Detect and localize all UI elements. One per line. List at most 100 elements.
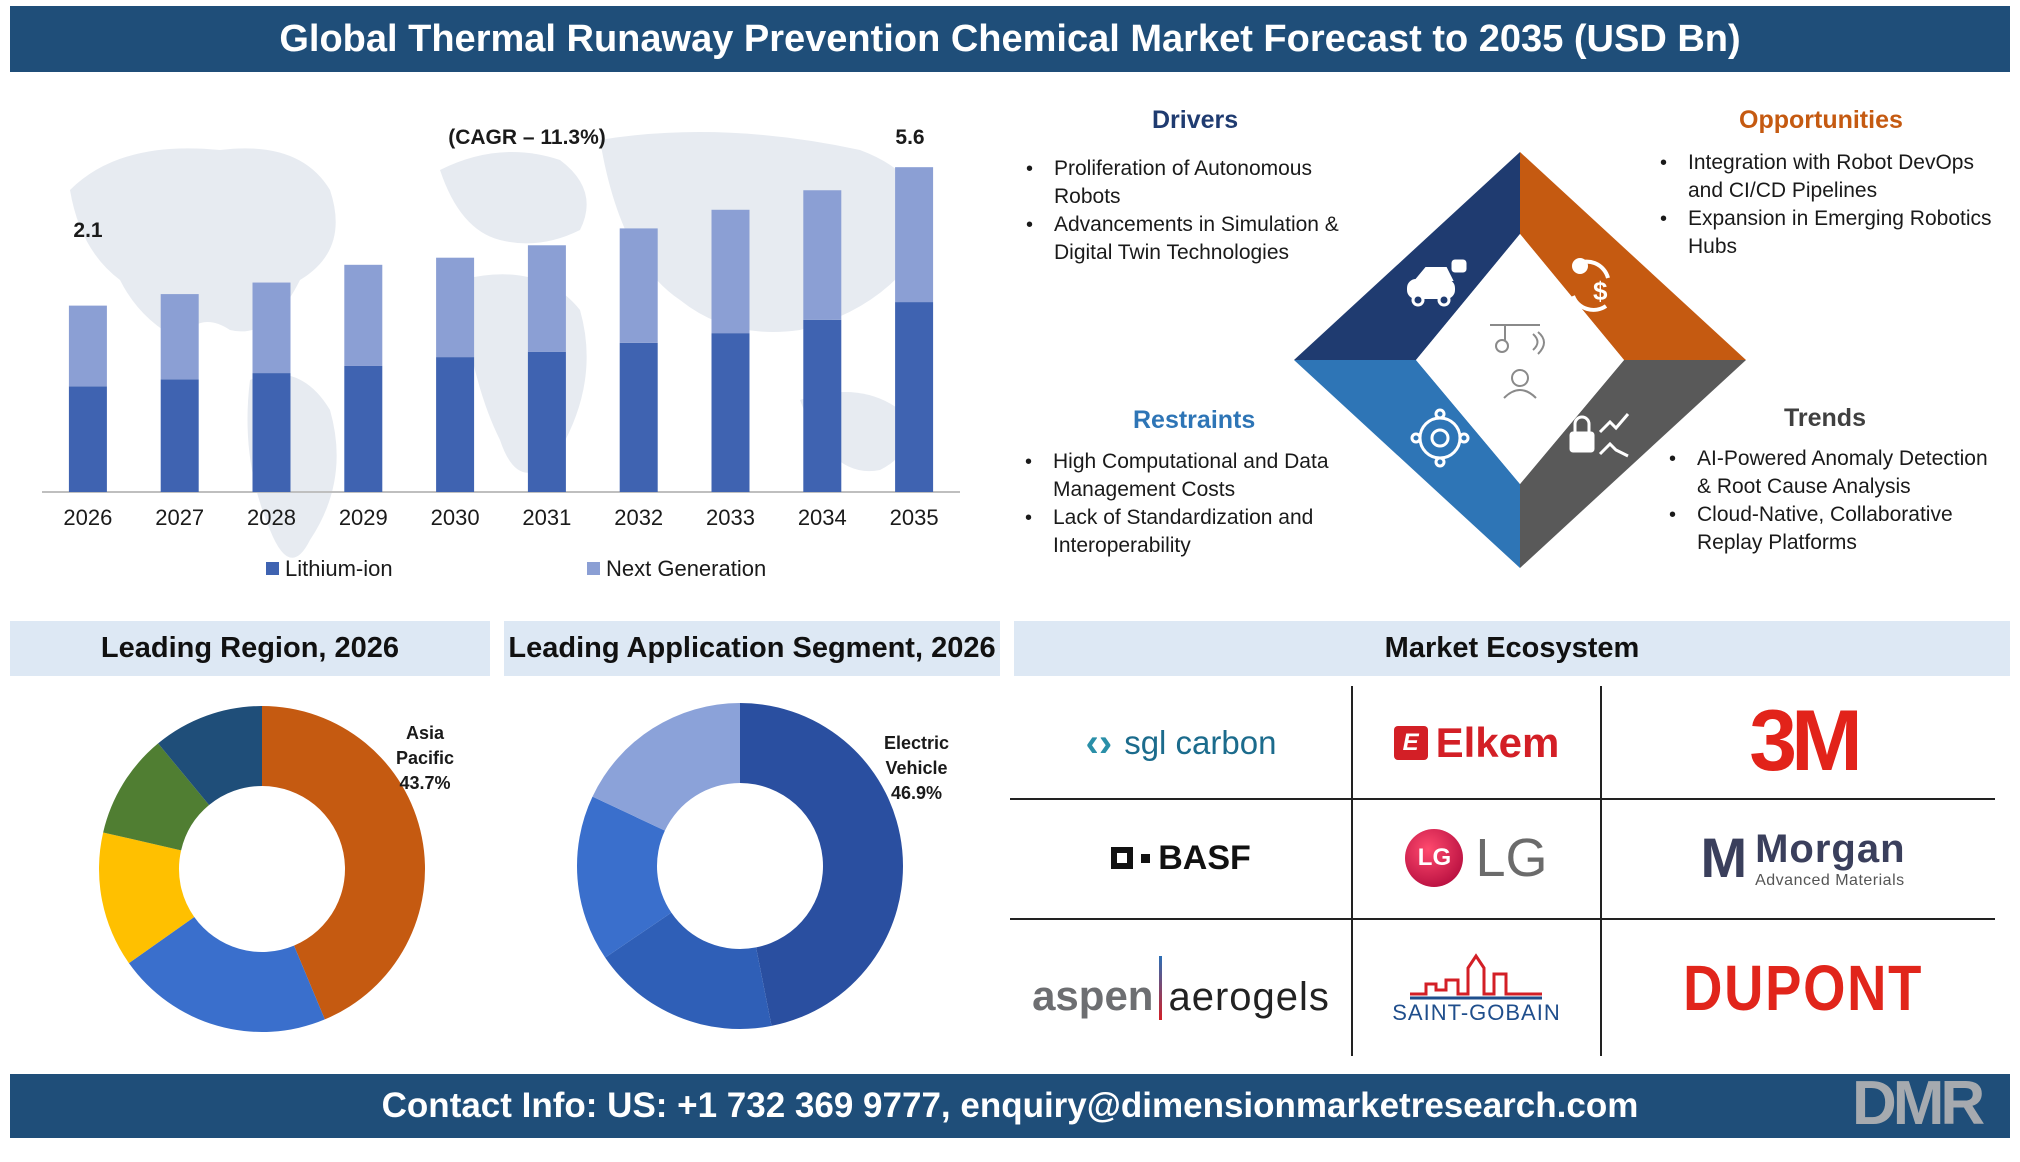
basf-wordmark: BASF [1158,838,1251,877]
x-tick-label: 2034 [798,505,847,530]
elkem-mark-icon: E [1393,726,1428,760]
logo-3m: 3M [1603,686,2003,796]
drivers-quadrant [1294,152,1520,360]
opportunities-item: Integration with Robot DevOps and CI/CD … [1656,149,1996,205]
x-tick-label: 2027 [155,505,204,530]
svg-text:$: $ [1593,276,1608,306]
restraints-quadrant [1294,360,1520,568]
application-label-line: Vehicle [885,758,948,778]
restraints-item: High Computational and Data Management C… [1021,448,1351,504]
logo-basf: BASF [1012,800,1350,916]
morgan-subtitle: Advanced Materials [1755,871,1905,889]
saint-gobain-skyline-icon [1410,953,1543,1000]
robot-car-icon [1407,259,1467,307]
opportunities-item: Expansion in Emerging Robotics Hubs [1656,205,1996,261]
bar-next-generation-2034 [803,190,842,320]
page-title: Global Thermal Runaway Prevention Chemic… [10,6,2010,72]
drivers-title: Drivers [1152,106,1239,134]
x-tick-label: 2035 [890,505,939,530]
sgl-mark-icon: ‹› [1085,720,1113,765]
logo-morgan: M Morgan Advanced Materials [1603,800,2003,916]
application-slice-3 [592,703,740,831]
region-slice-3 [103,743,210,851]
region-section-header: Leading Region, 2026 [10,621,490,676]
drivers-item: Advancements in Simulation & Digital Twi… [1022,211,1352,267]
region-label-line: 43.7% [399,773,451,793]
bar-lithium-ion-2029 [344,365,383,492]
bar-lithium-ion-2035 [895,302,934,492]
bar-next-generation-2028 [252,282,291,374]
restraints-title: Restraints [1133,406,1256,434]
bar-next-generation-2033 [711,209,750,334]
restraints-item: Lack of Standardization and Interoperabi… [1021,504,1351,560]
application-slice-1 [605,912,772,1029]
grid-line-horizontal [1010,918,1995,920]
basf-dot-icon [1141,853,1151,863]
sgl-wordmark: sgl carbon [1124,724,1277,761]
saint-gobain-wordmark: SAINT-GOBAIN [1392,1000,1561,1025]
logo-lg: LG LG [1354,800,1599,916]
bar-next-generation-2032 [619,228,658,343]
x-tick-label: 2029 [339,505,388,530]
bar-label-first: 2.1 [73,219,103,242]
region-slice-0 [262,706,425,1020]
aspen-wordmark: aspen [1032,972,1154,1019]
bar-next-generation-2031 [527,245,566,352]
dupont-wordmark: DUPONT [1683,952,1923,1024]
x-tick-label: 2031 [522,505,571,530]
opportunities-list: Integration with Robot DevOps and CI/CD … [1656,149,1996,261]
bar-lithium-ion-2032 [619,342,658,492]
drivers-list: Proliferation of Autonomous Robots Advan… [1022,155,1352,267]
logo-elkem: E Elkem [1354,690,1599,796]
application-highlight-label: Electric Vehicle 46.9% [884,731,949,806]
x-tick-label: 2033 [706,505,755,530]
morgan-wordmark: Morgan [1755,826,1906,871]
logo-saint-gobain: SAINT-GOBAIN [1354,920,1599,1056]
region-slice-4 [158,706,262,806]
logo-sgl-carbon: ‹› sgl carbon [1012,690,1350,796]
market-dynamics-diamond: $ [1294,152,1746,568]
cagr-annotation: (CAGR – 11.3%) [448,126,606,149]
x-tick-label: 2032 [614,505,663,530]
trends-item: Cloud-Native, Collaborative Replay Platf… [1665,501,2005,557]
aerogels-wordmark: aerogels [1168,975,1330,1019]
application-label-line: Electric [884,733,950,753]
application-label-line: 46.9% [891,783,943,803]
robot-operator-icon [1490,324,1545,399]
bar-lithium-ion-2034 [803,319,842,492]
region-highlight-label: Asia Pacific 43.7% [396,721,454,796]
grid-line-horizontal [1010,798,1995,800]
application-slice-0 [740,703,903,1026]
region-label-line: Asia [406,723,445,743]
bar-next-generation-2030 [436,257,475,358]
logo-aspen-aerogels: aspen aerogels [1012,920,1350,1056]
elkem-wordmark: Elkem [1435,719,1560,766]
legend-label-lithium-ion: Lithium-ion [285,556,393,581]
trends-item: AI-Powered Anomaly Detection & Root Caus… [1665,445,2005,501]
trends-title: Trends [1784,404,1866,432]
bar-lithium-ion-2026 [68,386,107,492]
drivers-item: Proliferation of Autonomous Robots [1022,155,1352,211]
bar-next-generation-2026 [68,305,107,387]
legend-label-next-generation: Next Generation [606,556,766,581]
grid-line-vertical [1351,686,1353,1056]
lg-wordmark: LG [1475,828,1548,888]
bar-lithium-ion-2027 [160,379,199,492]
x-tick-label: 2026 [63,505,112,530]
dmr-logo: DMR [1852,1069,1985,1138]
x-tick-label: 2030 [431,505,480,530]
bar-lithium-ion-2030 [436,357,475,492]
ecosystem-section-header: Market Ecosystem [1014,621,2010,676]
contact-footer: Contact Info: US: +1 732 369 9777, enqui… [10,1074,2010,1138]
trends-list: AI-Powered Anomaly Detection & Root Caus… [1665,445,2005,557]
bar-next-generation-2035 [895,167,934,303]
lg-face-icon: LG [1405,829,1464,887]
gear-network-icon [1410,408,1470,468]
lock-trend-icon [1569,413,1630,458]
bar-next-generation-2027 [160,294,199,380]
bar-lithium-ion-2028 [252,373,291,492]
region-donut-chart [99,706,425,1032]
grid-line-vertical [1600,686,1602,1056]
logo-dupont: DUPONT [1603,920,2003,1056]
x-tick-label: 2028 [247,505,296,530]
